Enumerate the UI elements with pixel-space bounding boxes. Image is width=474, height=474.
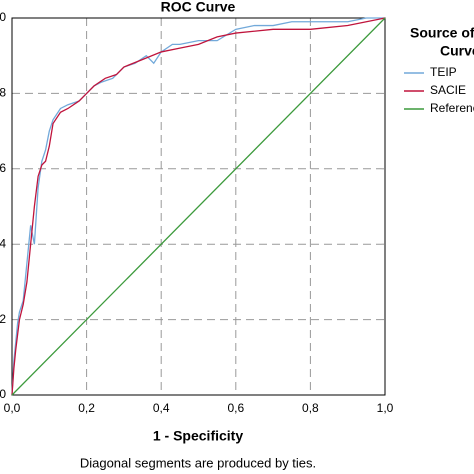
x-tick-label: 0,8 [302,401,319,415]
x-axis-label: 1 - Specificity [153,428,243,444]
legend-label: Reference Line [430,101,474,115]
legend-label: SACIE [430,83,466,97]
roc-line [11,17,386,396]
y-tick-label: 0,4 [0,236,6,250]
y-tick-label: 0,0 [0,387,6,401]
chart-title: ROC Curve [161,0,236,15]
roc-line [11,17,385,396]
y-tick-label: 0,2 [0,312,6,326]
x-tick-label: 1,0 [377,401,394,415]
y-tick-label: 0,6 [0,161,6,175]
footnote: Diagonal segments are produced by ties. [80,455,316,470]
x-tick-label: 0,6 [227,401,244,415]
y-tick-label: 1,0 [0,10,6,24]
x-tick-label: 0,0 [4,401,21,415]
y-tick-label: 0,8 [0,86,6,100]
plot-frame [11,17,386,396]
legend-title: Source of the [410,25,474,41]
legend-label: TEIP [430,65,457,79]
x-tick-label: 0,4 [153,401,170,415]
legend-title: Curve [440,43,474,59]
x-tick-label: 0,2 [78,401,95,415]
roc-line [11,17,386,396]
